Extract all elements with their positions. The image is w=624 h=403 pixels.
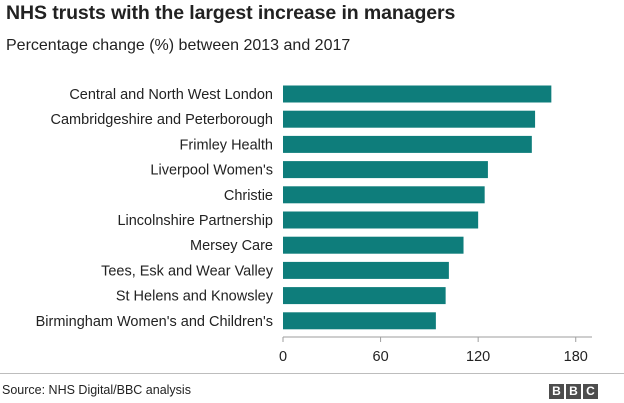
- bar: [283, 135, 532, 153]
- bar: [283, 312, 436, 330]
- bbc-logo-letter: B: [566, 384, 581, 399]
- chart-subtitle: Percentage change (%) between 2013 and 2…: [6, 37, 351, 54]
- chart-title: NHS trusts with the largest increase in …: [6, 2, 456, 24]
- category-label: Mersey Care: [190, 238, 273, 254]
- bar: [283, 110, 536, 128]
- bar: [283, 211, 479, 229]
- bar: [283, 85, 552, 103]
- category-label: Cambridgeshire and Peterborough: [51, 112, 273, 128]
- footer-divider: [0, 373, 624, 374]
- bbc-logo-letter: C: [583, 384, 598, 399]
- bar: [283, 287, 446, 305]
- bbc-logo-letter: B: [549, 384, 564, 399]
- category-label: St Helens and Knowsley: [116, 289, 274, 305]
- bar: [283, 236, 464, 254]
- category-label: Liverpool Women's: [150, 163, 273, 179]
- category-label: Birmingham Women's and Children's: [36, 314, 273, 330]
- bbc-logo: B B C: [549, 384, 598, 399]
- x-tick-label: 180: [564, 349, 588, 365]
- bar: [283, 186, 485, 204]
- x-tick-label: 60: [373, 349, 389, 365]
- bar: [283, 261, 449, 279]
- category-label: Christie: [224, 188, 273, 204]
- category-label: Tees, Esk and Wear Valley: [101, 263, 274, 279]
- x-tick-label: 0: [279, 349, 287, 365]
- bar: [283, 161, 488, 179]
- category-label: Central and North West London: [69, 87, 273, 103]
- bar-chart: Central and North West London Cambridgesh…: [36, 85, 592, 365]
- x-tick-label: 120: [466, 349, 490, 365]
- source-note: Source: NHS Digital/BBC analysis: [2, 383, 191, 397]
- category-label: Lincolnshire Partnership: [117, 213, 273, 229]
- category-label: Frimley Health: [180, 137, 273, 153]
